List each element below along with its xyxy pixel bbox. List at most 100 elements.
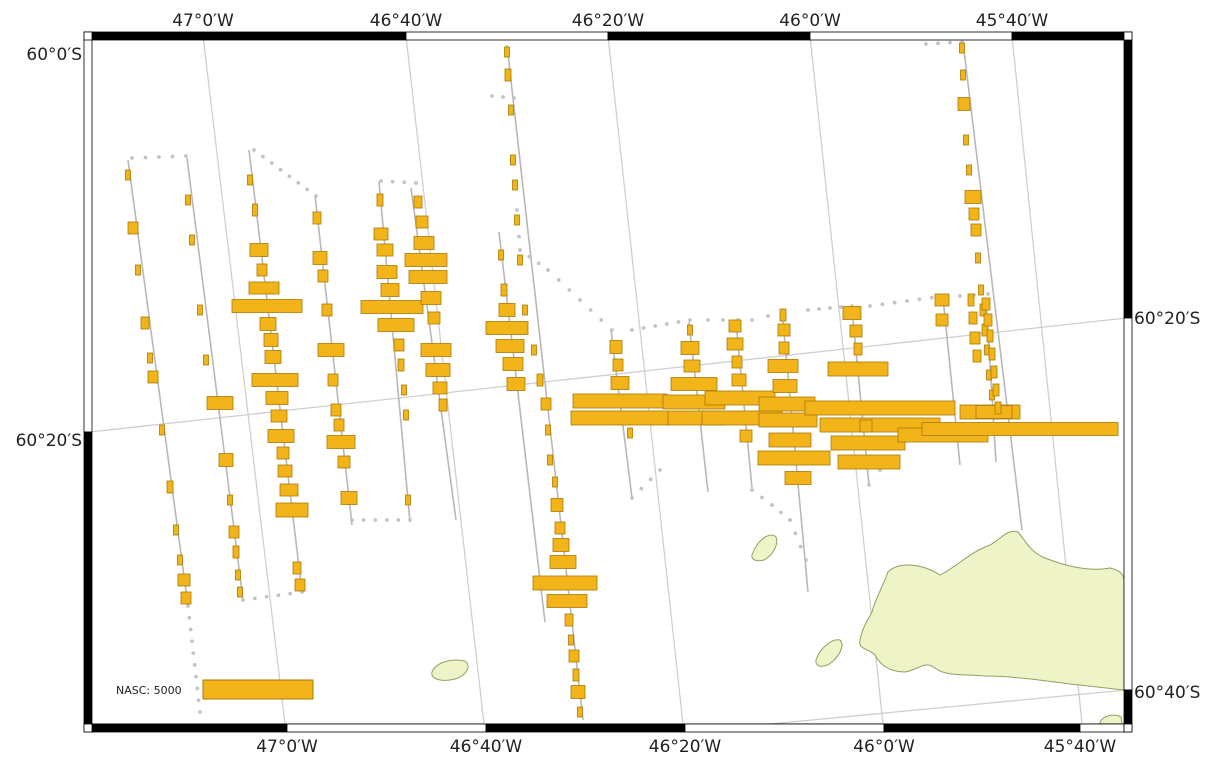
nasc-bar bbox=[627, 427, 633, 439]
frame-segment bbox=[607, 31, 811, 41]
nasc-bar bbox=[232, 545, 240, 559]
nasc-bar bbox=[312, 211, 322, 225]
track-dot bbox=[639, 486, 644, 491]
frame-segment bbox=[89, 31, 204, 41]
nasc-bar bbox=[140, 316, 150, 330]
track-dot bbox=[408, 518, 412, 522]
nasc-bar bbox=[263, 333, 279, 347]
nasc-bar bbox=[512, 179, 518, 191]
track-dot bbox=[664, 322, 669, 326]
nasc-bar bbox=[804, 400, 956, 416]
top-lon-label: 45°40′W bbox=[976, 11, 1049, 31]
track-dot bbox=[264, 594, 269, 599]
track-dot bbox=[630, 496, 634, 500]
track-dot bbox=[241, 598, 245, 602]
nasc-bar bbox=[837, 454, 901, 470]
frame-corner bbox=[83, 723, 93, 733]
bottom-lon-label: 46°20′W bbox=[649, 737, 722, 757]
frame-segment bbox=[1079, 723, 1127, 733]
bottom-lon-label: 45°40′W bbox=[1044, 737, 1117, 757]
nasc-bar bbox=[546, 594, 588, 608]
nasc-bar bbox=[777, 323, 791, 337]
islet bbox=[751, 534, 778, 562]
frame-segment bbox=[684, 723, 885, 733]
nasc-bar bbox=[726, 337, 744, 351]
nasc-bar bbox=[393, 338, 405, 352]
nasc-bar bbox=[432, 381, 448, 395]
frame-segment bbox=[286, 723, 487, 733]
nasc-bar bbox=[197, 304, 203, 316]
track-dot bbox=[170, 154, 175, 159]
nasc-bar bbox=[425, 363, 451, 377]
left-lat-label: 60°20′S bbox=[16, 431, 82, 451]
nasc-bar bbox=[376, 265, 398, 279]
nasc-bar bbox=[680, 341, 700, 355]
parallel-line bbox=[769, 689, 1127, 725]
axis-labels: 47°0′W 46°40′W 46°20′W 46°0′W 45°40′W 47… bbox=[16, 11, 1201, 757]
nasc-bar bbox=[247, 174, 253, 186]
frame-segment bbox=[1123, 317, 1133, 691]
nasc-bar bbox=[570, 410, 670, 426]
nasc-bar bbox=[849, 324, 863, 338]
track-dot bbox=[396, 518, 401, 522]
nasc-bars bbox=[125, 42, 1119, 718]
top-lon-label: 46°40′W bbox=[370, 11, 443, 31]
meridian-line bbox=[607, 35, 684, 725]
nasc-legend: NASC: 5000 bbox=[116, 679, 314, 700]
nasc-bar bbox=[531, 344, 537, 356]
nasc-bar bbox=[267, 429, 295, 443]
meridian-line bbox=[202, 35, 286, 725]
nasc-bar bbox=[609, 340, 623, 354]
nasc-bar bbox=[333, 418, 345, 432]
nasc-bar bbox=[610, 376, 630, 390]
nasc-bar bbox=[177, 554, 183, 566]
nasc-bar bbox=[292, 561, 302, 575]
track-dot bbox=[490, 94, 494, 98]
islet bbox=[1099, 714, 1123, 725]
right-lat-label: 60°20′S bbox=[1134, 309, 1200, 329]
nasc-bar bbox=[376, 193, 384, 207]
nasc-bar bbox=[265, 391, 289, 405]
frame-segment bbox=[1123, 31, 1133, 319]
track-dot bbox=[414, 181, 418, 185]
track-dot bbox=[828, 306, 832, 310]
nasc-bar bbox=[321, 303, 333, 317]
nasc-bar bbox=[227, 494, 233, 506]
track-dot bbox=[750, 318, 754, 322]
nasc-bar bbox=[830, 435, 906, 451]
nasc-bar bbox=[330, 403, 342, 417]
nasc-bar bbox=[934, 293, 950, 307]
nasc-bar bbox=[572, 668, 580, 682]
nasc-bar bbox=[413, 236, 435, 250]
nasc-bar bbox=[275, 502, 309, 518]
track-dot bbox=[658, 468, 662, 472]
nasc-bar bbox=[235, 569, 241, 581]
nasc-bar bbox=[568, 649, 580, 663]
nasc-bar bbox=[568, 634, 574, 646]
islet bbox=[431, 659, 469, 681]
track-dot bbox=[188, 627, 193, 632]
nasc-bar bbox=[251, 373, 299, 387]
bottom-lon-label: 47°0′W bbox=[256, 737, 318, 757]
nasc-bar bbox=[964, 190, 982, 204]
frame-segment bbox=[83, 431, 93, 733]
track-dot bbox=[948, 40, 952, 45]
track-dot bbox=[373, 518, 378, 522]
nasc-bar bbox=[317, 269, 329, 283]
nasc-bar bbox=[180, 591, 192, 605]
island-large bbox=[859, 530, 1125, 691]
nasc-bar bbox=[495, 339, 525, 353]
track-dot bbox=[817, 307, 821, 311]
track-dot bbox=[641, 326, 646, 330]
nasc-bar bbox=[992, 383, 1000, 397]
nasc-bar bbox=[514, 214, 520, 226]
track-dot bbox=[653, 324, 658, 328]
nasc-bar bbox=[127, 221, 139, 235]
frame-segment bbox=[83, 31, 93, 433]
nasc-bar bbox=[827, 361, 889, 377]
frame-segment bbox=[202, 31, 407, 41]
track-dot bbox=[578, 298, 582, 302]
nasc-bar bbox=[577, 706, 583, 718]
nasc-bar bbox=[337, 455, 351, 469]
nasc-bar bbox=[552, 476, 558, 488]
